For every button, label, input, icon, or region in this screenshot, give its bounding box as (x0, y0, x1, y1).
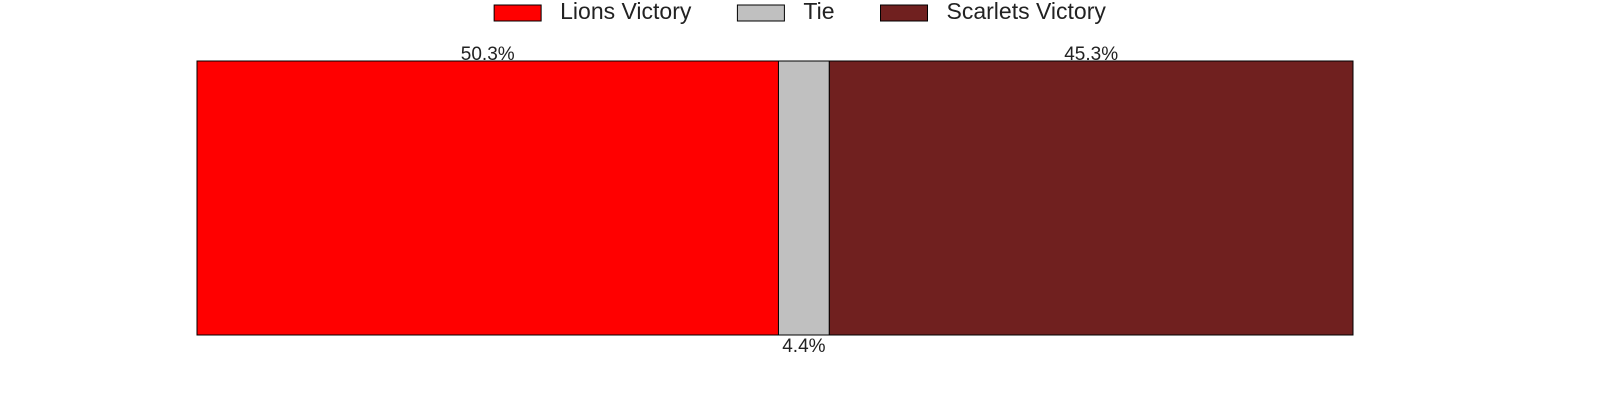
value-label: 4.4% (782, 336, 825, 357)
legend-label: Scarlets Victory (947, 0, 1107, 24)
legend-swatch (880, 4, 929, 22)
legend: Lions Victory Tie Scarlets Victory (493, 0, 1107, 24)
bar-segment (777, 60, 830, 336)
legend-label: Lions Victory (560, 0, 692, 24)
legend-swatch (736, 4, 785, 22)
bar-segment (828, 60, 1354, 336)
legend-label: Tie (803, 0, 834, 24)
value-label: 50.3% (461, 44, 515, 65)
bar-segment (196, 60, 779, 336)
value-label: 45.3% (1064, 44, 1118, 65)
legend-swatch (493, 4, 542, 22)
